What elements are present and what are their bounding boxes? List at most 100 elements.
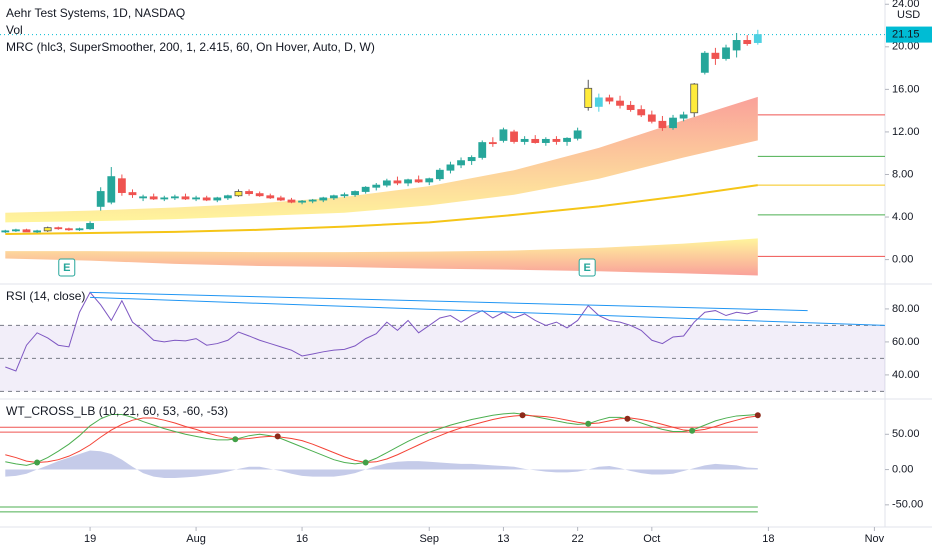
candle-body xyxy=(319,197,328,201)
candle-body xyxy=(552,138,561,142)
candle-body xyxy=(573,130,582,139)
earnings-marker xyxy=(578,258,596,277)
candle-body xyxy=(287,199,296,203)
y-tick-label: 0.00 xyxy=(892,463,913,475)
candle-body xyxy=(117,178,126,193)
cross-dot xyxy=(274,433,281,440)
candle-body xyxy=(510,131,518,142)
legend-item: Vol xyxy=(6,23,23,37)
wt-line xyxy=(5,414,758,464)
x-tick-label: Nov xyxy=(865,533,885,545)
candle-body xyxy=(711,52,720,59)
y-tick-label: 60.00 xyxy=(892,336,920,348)
candle-body xyxy=(414,179,423,183)
y-tick-label: 40.00 xyxy=(892,369,920,381)
x-tick-label: Oct xyxy=(643,533,660,545)
candle-body xyxy=(647,114,656,122)
candle-body xyxy=(404,179,412,184)
y-tick-label: 0.00 xyxy=(892,254,913,266)
candle-body xyxy=(499,129,508,141)
candle-body xyxy=(234,191,243,197)
candle-body xyxy=(149,196,158,200)
y-tick-label: 50.00 xyxy=(892,428,920,440)
candle-body xyxy=(637,109,646,116)
x-tick-label: 22 xyxy=(572,533,584,545)
candle-body xyxy=(594,97,603,107)
panel xyxy=(0,412,761,513)
candle-body xyxy=(22,229,31,233)
y-tick-label: 12.00 xyxy=(892,126,920,138)
candle-body xyxy=(488,142,497,145)
candle-body xyxy=(276,197,285,201)
y-tick-label: 4.00 xyxy=(892,211,913,223)
chart-title: Aehr Test Systems, 1D, NASDAQ xyxy=(6,6,185,20)
candle-body xyxy=(669,117,677,129)
last-price-tag xyxy=(886,26,932,43)
candle-body xyxy=(107,176,116,203)
candle-body xyxy=(245,191,253,195)
candle-body xyxy=(298,200,306,203)
x-tick-label: 16 xyxy=(296,533,308,545)
candle-body xyxy=(382,180,391,186)
candle-body xyxy=(658,120,667,129)
candle-body xyxy=(340,194,349,197)
cross-dot xyxy=(624,415,631,422)
mrc-band xyxy=(5,238,758,276)
trendline xyxy=(90,296,885,326)
candle-body xyxy=(679,114,688,119)
mrc-band xyxy=(5,96,758,223)
candle-body xyxy=(308,199,317,202)
candle-body xyxy=(520,138,529,142)
x-tick-label: Aug xyxy=(186,533,206,545)
unit-label: USD xyxy=(897,9,920,21)
wt-histogram xyxy=(5,450,758,479)
candle-body xyxy=(213,197,222,201)
legend-item: MRC (hlc3, SuperSmoother, 200, 1, 2.415,… xyxy=(6,40,375,54)
y-tick-label: 80.00 xyxy=(892,303,920,315)
candle-body xyxy=(11,229,20,232)
candle-body xyxy=(192,197,200,200)
indicator-title: RSI (14, close) xyxy=(6,289,85,303)
x-tick-label: 13 xyxy=(497,533,509,545)
x-tick-label: 18 xyxy=(762,533,774,545)
x-tick-label: 19 xyxy=(84,533,96,545)
candle-body xyxy=(33,230,41,233)
candle-body xyxy=(732,40,741,51)
candle-body xyxy=(181,196,190,200)
candle-body xyxy=(446,164,455,171)
cross-dot xyxy=(689,427,696,434)
candle-body xyxy=(1,230,10,233)
candle-body xyxy=(605,97,614,102)
trendline xyxy=(90,291,808,312)
cross-dot xyxy=(585,420,592,427)
rsi-line xyxy=(5,291,758,372)
candle-body xyxy=(223,195,232,199)
candle-body xyxy=(425,178,434,183)
candle-body xyxy=(170,196,179,199)
candle-body xyxy=(202,197,211,201)
candle-body xyxy=(75,228,84,231)
y-tick-label: -50.00 xyxy=(892,499,923,511)
candle-body xyxy=(96,191,105,207)
candle-body xyxy=(626,104,635,110)
candle-body xyxy=(478,142,487,158)
last-price-label: 21.15 xyxy=(892,28,920,40)
candle-body xyxy=(54,227,63,230)
cross-dot xyxy=(754,412,761,419)
candle-body xyxy=(128,192,137,196)
candle-body xyxy=(351,191,359,196)
candle-body xyxy=(329,195,338,199)
candle-body xyxy=(541,138,550,143)
candle-body xyxy=(753,34,762,43)
candle-body xyxy=(393,180,402,184)
candle-body xyxy=(700,52,709,73)
candle-body xyxy=(43,227,52,232)
candle-body xyxy=(435,169,444,180)
mrc-mean-line xyxy=(5,184,758,236)
earnings-label: E xyxy=(584,262,591,274)
y-tick-label: 20.00 xyxy=(892,41,920,53)
candle-body xyxy=(467,157,476,162)
